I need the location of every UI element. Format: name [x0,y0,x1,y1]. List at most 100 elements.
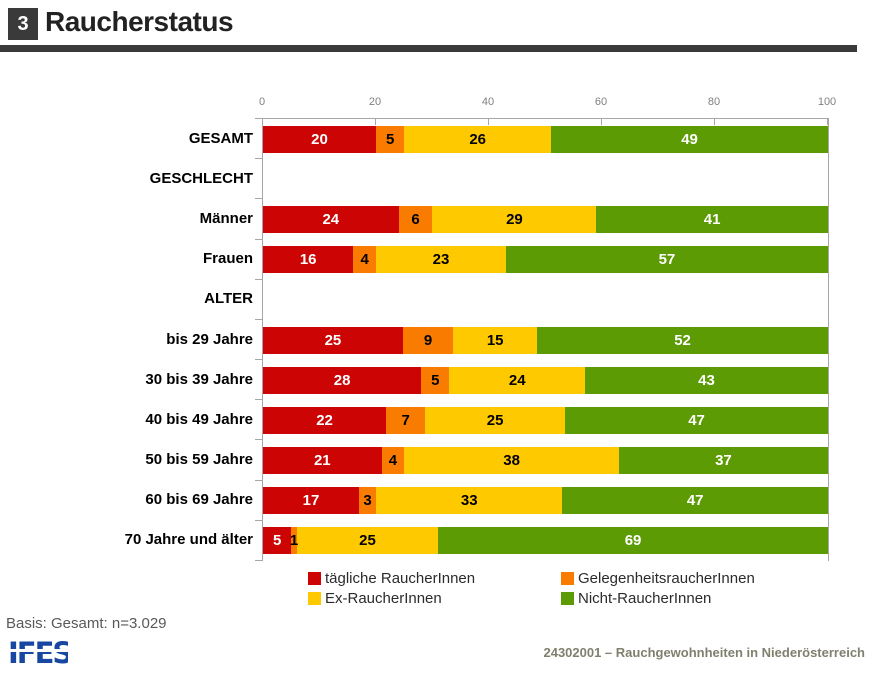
category-label: 50 bis 59 Jahre [145,451,253,469]
stacked-bar: 25 9 15 52 [263,326,828,354]
ifes-logo-graphic: IFES [8,636,73,670]
stacked-bar: 17 3 33 47 [263,487,828,515]
chart-row: 17 3 33 47 [263,481,828,521]
bar-segment: 5 [263,527,292,555]
category-label: GESAMT [188,129,253,147]
bar-segment: 47 [562,487,828,515]
bar-segment: 24 [449,366,586,394]
legend-label: GelegenheitsraucherInnen [578,569,755,587]
y-tick-mark [255,519,262,521]
stacked-bar: 20 5 26 49 [263,125,828,153]
title-underline [0,45,857,52]
x-tick-label: 80 [707,96,721,108]
ifes-logo: IFES [8,636,73,673]
legend-item: tägliche RaucherInnen [308,569,561,587]
bar-value-label: 49 [681,130,698,148]
bar-value-label: 1 [289,532,299,550]
category-label: 60 bis 69 Jahre [145,491,253,509]
y-tick-mark [255,238,262,240]
category-label: bis 29 Jahre [166,330,253,348]
bar-value-label: 57 [658,251,676,269]
bar-segment: 5 [376,125,405,153]
legend-item: Ex-RaucherInnen [308,589,561,607]
legend-swatch [308,591,321,605]
bar-value-label: 5 [431,371,440,389]
bar-value-label: 24 [508,371,526,389]
x-tick-label: 0 [258,96,266,108]
bar-value-label: 6 [411,210,420,228]
y-tick-mark [255,118,262,119]
legend-label: Ex-RaucherInnen [325,589,442,607]
bar-segment: 6 [398,205,433,233]
chart-row [263,159,828,199]
bar-value-label: 37 [715,452,732,470]
bar-segment: 25 [425,406,566,434]
bar-value-label: 4 [360,251,369,269]
bar-segment: 47 [565,406,828,434]
bar-value-label: 52 [674,331,691,349]
x-tick-mark [714,119,715,125]
legend-label: Nicht-RaucherInnen [578,589,712,607]
category-label: 70 Jahre und älter [124,531,253,549]
category-label: GESCHLECHT [149,169,253,187]
legend-item: Nicht-RaucherInnen [561,589,755,607]
bar-segment: 37 [618,447,828,475]
chart-row: 25 9 15 52 [263,320,828,360]
stacked-bar: 16 4 23 57 [263,246,828,274]
x-tick-mark [601,119,602,125]
chart-row [263,280,828,320]
bar-segment: 21 [263,447,382,475]
bar-value-label: 20 [311,130,328,148]
y-tick-mark [255,198,262,200]
y-tick-mark [255,359,262,361]
legend-swatch [561,571,574,585]
bar-segment: 26 [404,125,552,153]
y-tick-mark [255,479,262,481]
x-tick-mark [375,119,376,125]
bar-segment: 38 [404,447,619,475]
x-tick-label: 20 [368,96,382,108]
y-tick-mark [255,278,262,280]
x-tick-mark [488,119,489,125]
stacked-bar: 24 6 29 41 [263,205,828,233]
bar-segment: 4 [353,246,376,274]
bar-value-label: 43 [698,371,715,389]
legend-item: GelegenheitsraucherInnen [561,569,755,587]
x-tick-mark [827,119,828,125]
bar-value-label: 41 [703,210,721,228]
plot-area: 20 5 26 49 24 6 29 41 16 4 23 57 25 9 15 52 28 5 24 43 22 7 25… [255,118,829,561]
y-tick-mark [255,399,262,401]
bar-segment: 16 [263,246,354,274]
bar-segment: 1 [289,527,299,555]
x-tick-label: 40 [481,96,495,108]
bar-value-label: 15 [486,331,504,349]
stacked-bar: 22 7 25 47 [263,406,828,434]
bar-value-label: 16 [299,251,317,269]
category-label: 30 bis 39 Jahre [145,370,253,388]
bar-segment: 9 [402,326,454,354]
bar-value-label: 25 [359,532,376,550]
bar-value-label: 25 [486,411,504,429]
chart-row: 28 5 24 43 [263,360,828,400]
bar-value-label: 29 [506,210,523,228]
page-title: Raucherstatus [45,6,234,37]
category-label: ALTER [204,290,253,308]
bar-segment: 3 [359,487,376,515]
stacked-bar: 28 5 24 43 [263,366,828,394]
bar-segment: 25 [296,527,439,555]
bar-value-label: 26 [469,130,487,148]
bar-segment: 5 [421,366,450,394]
ifes-logo-stripe [8,649,68,652]
chart-row: 5 1 25 69 [263,521,828,561]
bar-segment: 52 [537,326,828,354]
legend: tägliche RaucherInnen Gelegenheitsraucher… [308,569,755,607]
bar-value-label: 4 [388,452,398,470]
chart-row: 20 5 26 49 [263,119,828,159]
bar-value-label: 33 [460,492,478,510]
bar-segment: 29 [432,205,597,233]
bar-value-label: 24 [322,210,340,228]
bar-segment: 24 [263,205,399,233]
bar-segment: 28 [263,366,422,394]
bar-value-label: 28 [333,371,351,389]
